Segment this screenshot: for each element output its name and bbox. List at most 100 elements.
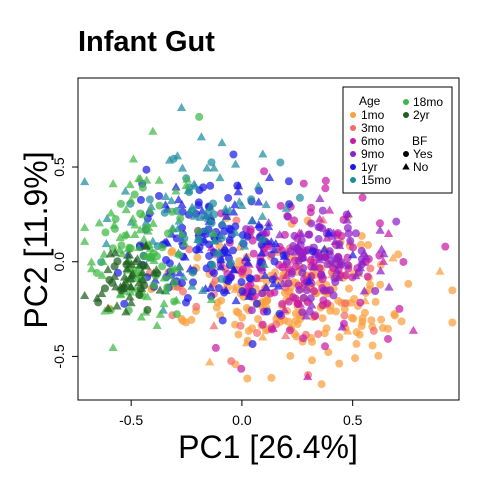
point-18mo-bf-no bbox=[206, 294, 217, 303]
point-1yr-bf-no bbox=[265, 172, 275, 181]
point-9mo-bf-yes bbox=[287, 269, 296, 278]
point-1yr-bf-yes bbox=[224, 194, 233, 203]
point-1yr-bf-yes bbox=[177, 279, 186, 288]
point-6mo-bf-yes bbox=[289, 293, 298, 302]
point-1mo-bf-yes bbox=[318, 314, 327, 323]
point-9mo-bf-yes bbox=[258, 289, 267, 298]
point-9mo-bf-no bbox=[384, 282, 394, 291]
point-9mo-bf-no bbox=[315, 255, 325, 264]
legend-label-18mo: 18mo bbox=[413, 95, 443, 109]
legend-marker-no bbox=[402, 163, 410, 170]
point-15mo-bf-no bbox=[253, 181, 263, 190]
point-6mo-bf-yes bbox=[363, 272, 372, 281]
point-9mo-bf-no bbox=[298, 253, 308, 262]
point-18mo-bf-yes bbox=[149, 281, 158, 290]
point-18mo-bf-yes bbox=[158, 262, 167, 271]
point-18mo-bf-no bbox=[154, 175, 164, 184]
point-9mo-bf-no bbox=[290, 247, 301, 256]
point-1yr-bf-no bbox=[324, 228, 334, 237]
point-15mo-bf-no bbox=[230, 227, 241, 237]
point-3mo-bf-no bbox=[209, 321, 219, 330]
point-6mo-bf-yes bbox=[291, 262, 300, 271]
point-6mo-bf-yes bbox=[270, 288, 279, 297]
y-tick-label: 0.5 bbox=[51, 157, 67, 177]
point-9mo-bf-yes bbox=[284, 212, 293, 221]
point-2yr-bf-no bbox=[97, 288, 107, 297]
point-1yr-bf-yes bbox=[216, 255, 225, 264]
point-3mo-bf-yes bbox=[369, 326, 378, 335]
point-1mo-bf-yes bbox=[235, 257, 244, 266]
point-9mo-bf-yes bbox=[392, 217, 401, 226]
point-1mo-bf-yes bbox=[335, 333, 344, 342]
legend-marker-yes bbox=[403, 151, 409, 157]
y-axis-title: PC2 [11.9%] bbox=[18, 151, 54, 328]
point-1mo-bf-yes bbox=[234, 308, 243, 317]
point-1yr-bf-no bbox=[244, 291, 254, 300]
point-6mo-bf-yes bbox=[299, 179, 308, 188]
point-3mo-bf-yes bbox=[340, 299, 349, 308]
point-18mo-bf-yes bbox=[167, 207, 176, 216]
point-6mo-bf-yes bbox=[399, 257, 408, 266]
point-1yr-bf-yes bbox=[162, 256, 171, 265]
legend-swatch-1mo bbox=[350, 112, 356, 118]
point-1mo-bf-yes bbox=[168, 247, 177, 256]
point-9mo-bf-yes bbox=[318, 206, 327, 215]
point-9mo-bf-yes bbox=[305, 307, 314, 316]
point-15mo-bf-no bbox=[234, 197, 244, 206]
point-1yr-bf-yes bbox=[206, 181, 215, 190]
point-2yr-bf-yes bbox=[139, 261, 148, 270]
point-9mo-bf-yes bbox=[299, 293, 308, 302]
point-18mo-bf-no bbox=[115, 233, 125, 242]
point-1yr-bf-yes bbox=[225, 224, 234, 233]
point-9mo-bf-yes bbox=[247, 306, 256, 315]
point-9mo-bf-no bbox=[376, 244, 387, 253]
point-1yr-bf-no bbox=[260, 270, 270, 279]
point-18mo-bf-no bbox=[142, 175, 152, 184]
point-1yr-bf-yes bbox=[248, 340, 257, 349]
point-15mo-bf-no bbox=[215, 173, 225, 182]
point-15mo-bf-no bbox=[198, 285, 208, 295]
point-6mo-bf-yes bbox=[310, 287, 319, 296]
point-18mo-bf-no bbox=[209, 228, 219, 237]
point-1mo-bf-yes bbox=[267, 373, 276, 382]
point-1yr-bf-yes bbox=[195, 243, 204, 252]
point-2yr-bf-yes bbox=[135, 291, 144, 300]
point-1yr-bf-yes bbox=[308, 247, 317, 256]
point-1mo-bf-no bbox=[205, 357, 215, 366]
point-1mo-bf-yes bbox=[308, 356, 317, 365]
point-18mo-bf-no bbox=[125, 180, 135, 189]
point-1mo-bf-yes bbox=[397, 317, 406, 326]
point-2yr-bf-no bbox=[103, 264, 113, 274]
point-15mo-bf-no bbox=[217, 138, 227, 147]
point-1mo-bf-yes bbox=[253, 315, 262, 324]
point-1yr-bf-yes bbox=[263, 307, 272, 316]
point-9mo-bf-yes bbox=[323, 260, 332, 269]
point-1mo-bf-yes bbox=[244, 327, 253, 336]
point-15mo-bf-no bbox=[230, 159, 241, 168]
point-3mo-bf-yes bbox=[253, 328, 262, 337]
point-6mo-bf-yes bbox=[348, 243, 357, 252]
point-18mo-bf-no bbox=[86, 257, 97, 266]
point-18mo-bf-no bbox=[155, 309, 165, 318]
point-6mo-bf-yes bbox=[211, 343, 220, 352]
point-18mo-bf-no bbox=[86, 264, 97, 273]
point-15mo-bf-yes bbox=[247, 195, 256, 204]
point-6mo-bf-yes bbox=[252, 274, 261, 283]
point-18mo-bf-no bbox=[171, 295, 182, 304]
point-1mo-bf-yes bbox=[286, 351, 295, 360]
point-15mo-bf-yes bbox=[258, 235, 267, 244]
point-9mo-bf-no bbox=[307, 300, 317, 309]
point-9mo-bf-no bbox=[315, 193, 325, 202]
point-6mo-bf-no bbox=[378, 256, 388, 265]
point-1yr-bf-yes bbox=[270, 257, 279, 266]
point-9mo-bf-no bbox=[296, 229, 307, 238]
point-18mo-bf-yes bbox=[172, 310, 181, 319]
point-9mo-bf-yes bbox=[282, 258, 291, 267]
point-18mo-bf-yes bbox=[155, 201, 164, 210]
point-6mo-bf-yes bbox=[285, 326, 294, 335]
point-15mo-bf-yes bbox=[208, 260, 217, 269]
point-1mo-bf-yes bbox=[324, 348, 333, 357]
point-6mo-bf-yes bbox=[307, 203, 316, 212]
point-1mo-bf-yes bbox=[371, 297, 380, 306]
